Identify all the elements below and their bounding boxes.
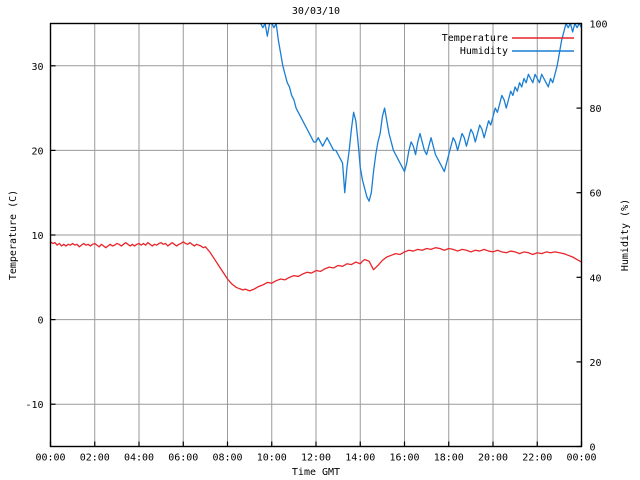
x-axis-label: Time GMT xyxy=(292,467,340,478)
legend-label-temperature: Temperature xyxy=(442,33,508,44)
x-tick-label: 10:00 xyxy=(257,453,287,464)
x-tick-label: 20:00 xyxy=(478,453,508,464)
y2-tick-label: 100 xyxy=(590,20,608,31)
y-tick-label: 20 xyxy=(31,146,43,157)
y2-tick-label: 20 xyxy=(590,358,602,369)
y-tick-label: 10 xyxy=(31,231,43,242)
x-tick-label: 02:00 xyxy=(80,453,110,464)
y2-tick-label: 60 xyxy=(590,189,602,200)
legend: Temperature Humidity xyxy=(442,33,574,57)
series-line-temperature xyxy=(50,241,582,292)
y-tick-label: 30 xyxy=(31,62,43,73)
y-tick-label: 0 xyxy=(37,316,43,327)
y2-tick-label: 40 xyxy=(590,273,602,284)
y-axis-label: Temperature (C) xyxy=(8,190,19,280)
grid-lines xyxy=(50,23,582,447)
y2-tick-label: 80 xyxy=(590,104,602,115)
y-tick-label: -10 xyxy=(25,400,43,411)
x-tick-label: 08:00 xyxy=(212,453,242,464)
x-tick-label: 16:00 xyxy=(389,453,419,464)
x-tick-label: 12:00 xyxy=(301,453,331,464)
series-line-humidity xyxy=(257,23,582,202)
series-group xyxy=(50,23,582,292)
x-tick-label: 00:00 xyxy=(35,453,65,464)
x-tick-label: 14:00 xyxy=(345,453,375,464)
x-tick-label: 06:00 xyxy=(168,453,198,464)
legend-label-humidity: Humidity xyxy=(460,46,508,57)
chart-title: 30/03/10 xyxy=(292,6,340,17)
y2-axis-label: Humidity (%) xyxy=(620,199,631,271)
y2-tick-label: 0 xyxy=(590,443,596,454)
x-tick-label: 22:00 xyxy=(522,453,552,464)
x-tick-label: 04:00 xyxy=(124,453,154,464)
x-tick-label: 18:00 xyxy=(434,453,464,464)
axis-ticks: 00:00 02:00 04:00 06:00 08:00 10:00 12:00 14:00… xyxy=(25,20,607,464)
x-tick-label: 00:00 xyxy=(566,453,596,464)
